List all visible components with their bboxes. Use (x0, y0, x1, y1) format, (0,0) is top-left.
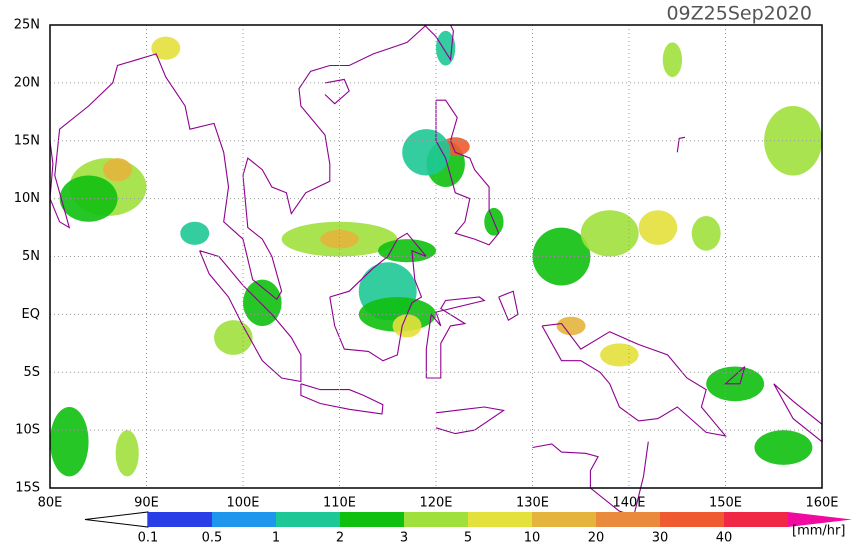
coastline (424, 24, 454, 62)
coastline (300, 383, 384, 415)
coastline (724, 366, 746, 385)
rain-area (556, 316, 586, 336)
coastline (435, 406, 506, 435)
rain-area (754, 430, 813, 465)
colorbar-label: 2 (336, 531, 344, 544)
rain-area (103, 158, 133, 182)
colorbar-label: 10 (524, 531, 541, 544)
y-tick-label: 5N (22, 249, 40, 264)
colorbar-segment (532, 512, 596, 527)
rain-area (378, 239, 436, 263)
y-tick-label: EQ (22, 307, 40, 322)
x-tick-label: 130E (516, 496, 549, 511)
coastline (329, 232, 427, 362)
x-tick-label: 120E (419, 496, 452, 511)
x-tick-label: 110E (323, 496, 356, 511)
rain-area (214, 320, 253, 355)
colorbar-over (788, 512, 852, 527)
coastline (541, 323, 727, 437)
map-title: 09Z25Sep2020 (666, 3, 812, 25)
y-tick-label: 25N (14, 18, 40, 33)
colorbar-segment (660, 512, 724, 527)
colorbar-label: 5 (464, 531, 472, 544)
colorbar-label: 1 (272, 531, 280, 544)
rain-area (320, 229, 359, 249)
colorbar-label: 40 (716, 531, 733, 544)
rain-area (764, 106, 822, 176)
x-tick-label: 140E (612, 496, 645, 511)
colorbar-segment (724, 512, 788, 527)
rain-area (580, 210, 639, 257)
x-tick-label: 80E (38, 496, 63, 511)
rain-area (59, 175, 118, 222)
rain-area (638, 210, 678, 245)
coastline (49, 24, 427, 301)
colorbar-label: 0.1 (138, 531, 159, 544)
x-tick-label: 90E (134, 496, 159, 511)
rain-area (691, 215, 721, 251)
rain-area (402, 129, 451, 176)
coastline (532, 441, 649, 517)
colorbar-segment (212, 512, 276, 527)
colorbar-segment (596, 512, 660, 527)
map-frame (49, 24, 823, 489)
colorbar: 0.1 0.5 1 2 3 5 10 20 30 40 (84, 511, 852, 544)
y-tick-label: 10N (14, 191, 40, 206)
coastlines (49, 24, 823, 517)
rain-area (392, 314, 422, 338)
colorbar-unit: [mm/hr] (792, 524, 845, 539)
rain-area (600, 343, 639, 367)
rain-area (115, 430, 139, 477)
grid (50, 25, 822, 488)
colorbar-segment (276, 512, 340, 527)
rain-area (151, 36, 181, 60)
colorbar-segment (340, 512, 404, 527)
colorbar-segment (148, 512, 212, 527)
colorbar-segment (468, 512, 532, 527)
colorbar-label: 0.5 (202, 531, 223, 544)
coastline (676, 136, 686, 153)
colorbar-segment (404, 512, 468, 527)
colorbar-label: 30 (652, 531, 669, 544)
rain-area (662, 42, 683, 78)
y-tick-label: 5S (23, 365, 40, 380)
x-tick-label: 150E (709, 496, 742, 511)
x-tick-label: 160E (805, 496, 838, 511)
y-tick-label: 10S (15, 423, 40, 438)
y-tick-label: 15S (15, 481, 40, 496)
colorbar-label: 3 (400, 531, 408, 544)
colorbar-label: 20 (588, 531, 605, 544)
rain-area (50, 406, 89, 477)
y-tick-label: 15N (14, 133, 40, 148)
rain-area (532, 227, 591, 286)
y-tick-label: 20N (14, 75, 40, 90)
coastline (324, 78, 350, 105)
coastline (425, 296, 486, 379)
x-tick-label: 100E (226, 496, 259, 511)
rain-area (180, 221, 210, 245)
rain-areas (50, 30, 822, 477)
